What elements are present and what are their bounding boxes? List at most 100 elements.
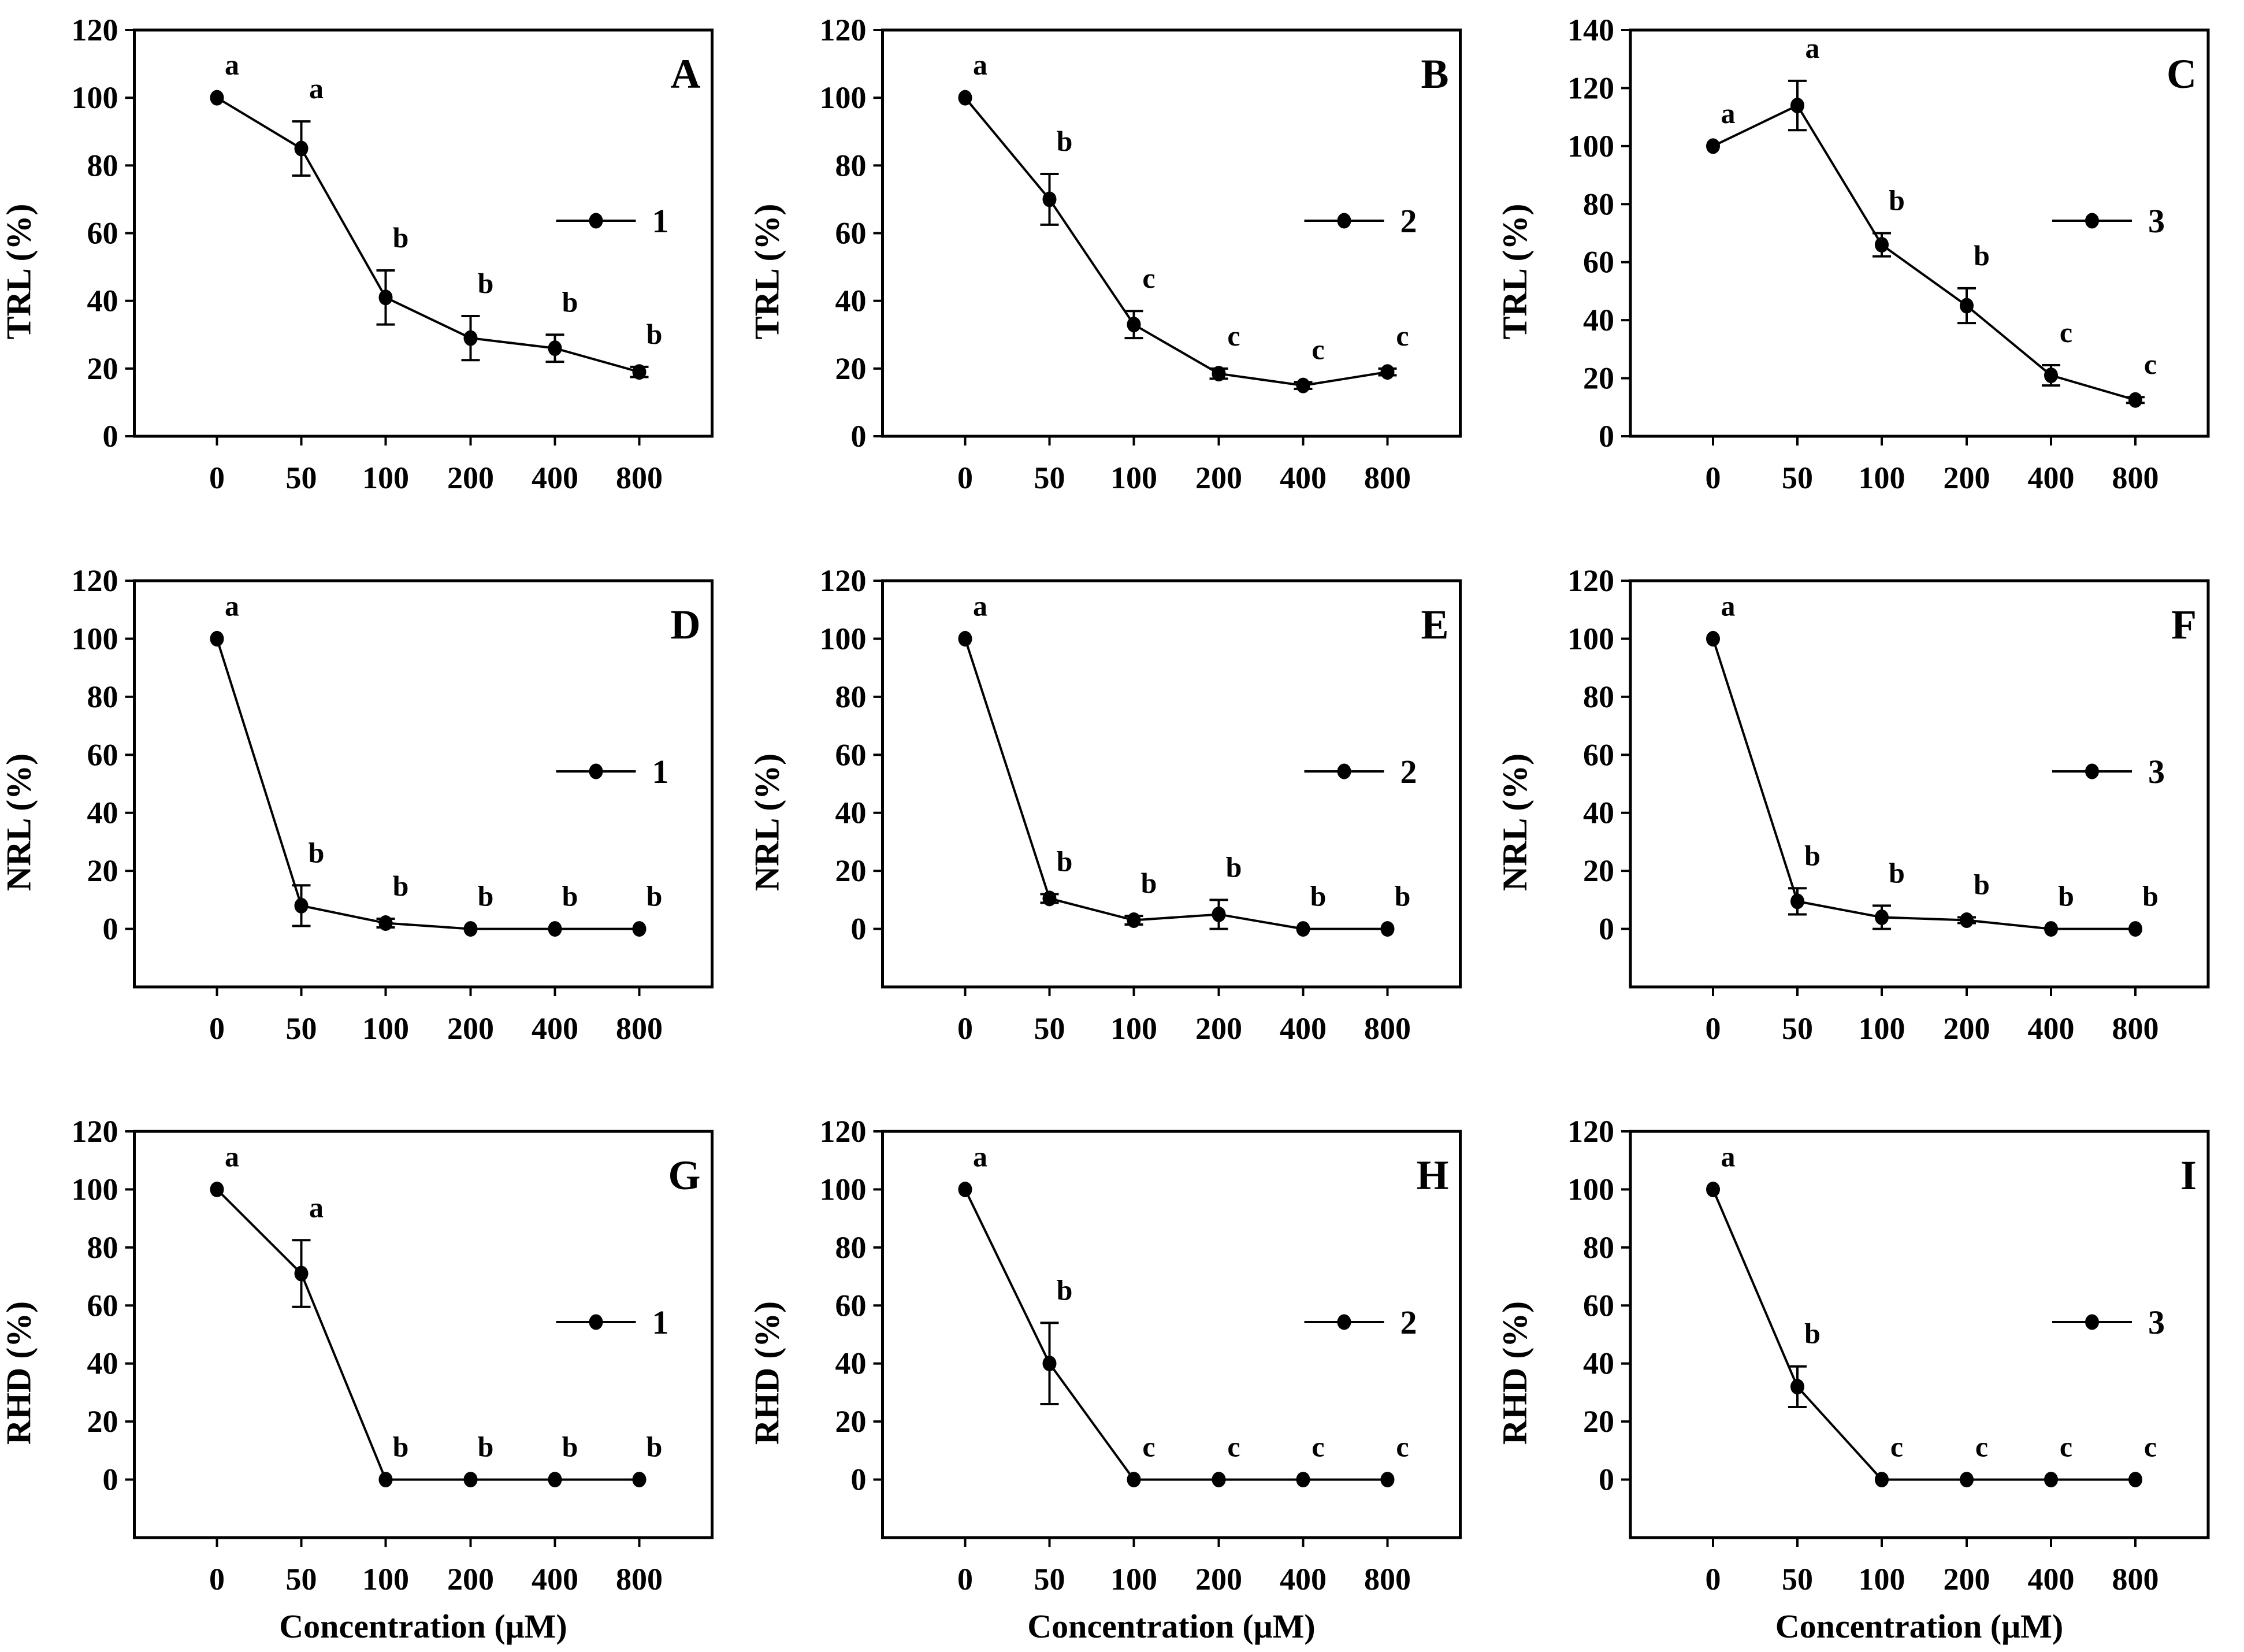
panel-letter: I <box>2180 1152 2197 1198</box>
data-point <box>210 1181 224 1197</box>
sig-letter: a <box>225 1140 239 1172</box>
legend: 3 <box>2052 202 2165 240</box>
chart-G: 0 20 40 60 80 100 120 0 50 100 200 400 800 RHD (%) Con… <box>0 1114 714 1645</box>
data-point <box>1212 1472 1226 1488</box>
x-tick-label: 400 <box>2028 1011 2075 1046</box>
y-tick-label: 40 <box>1583 796 1614 830</box>
x-tick-label: 200 <box>1195 461 1242 495</box>
panel-E: 0 20 40 60 80 100 120 0 50 100 200 400 800 NRL (%) a b b… <box>748 551 1496 1101</box>
data-point <box>2128 1472 2142 1488</box>
sig-letter: c <box>2144 348 2157 380</box>
x-tick-label: 100 <box>1110 461 1157 495</box>
data-point <box>1042 890 1057 907</box>
sig-letter: b <box>1057 125 1073 157</box>
data-point <box>463 330 478 346</box>
y-tick-label: 60 <box>87 216 118 251</box>
sig-letter: c <box>1227 320 1240 352</box>
x-tick-label: 50 <box>1034 1562 1065 1597</box>
legend-label: 2 <box>1400 202 1417 240</box>
chart-H: 0 20 40 60 80 100 120 0 50 100 200 400 800 RHD (%) Con… <box>748 1114 1462 1645</box>
sig-letter: b <box>1889 184 1905 217</box>
y-tick-label: 100 <box>72 80 118 115</box>
sig-letter: a <box>1805 32 1820 64</box>
y-tick-label: 0 <box>1599 419 1614 454</box>
data-point <box>1042 1356 1057 1372</box>
panel-letter: G <box>668 1152 700 1198</box>
legend-label: 1 <box>652 753 669 790</box>
data-point <box>1875 237 1889 253</box>
y-tick-label: 40 <box>1583 303 1614 337</box>
sig-letter: b <box>478 1431 494 1463</box>
sig-letter: b <box>1057 845 1073 877</box>
y-axis-title: TRL (%) <box>748 203 786 339</box>
sig-letter: c <box>1227 1431 1240 1463</box>
legend-marker <box>589 213 603 229</box>
panel-letter: F <box>2171 602 2197 648</box>
sig-letter: b <box>1804 1317 1821 1350</box>
panel-H: 0 20 40 60 80 100 120 0 50 100 200 400 800 RHD (%) Con… <box>748 1101 1496 1652</box>
sig-letter: c <box>1142 262 1155 294</box>
data-point <box>1706 630 1720 647</box>
sig-letter: b <box>1974 868 1990 900</box>
legend-marker <box>1337 763 1351 779</box>
y-tick-label: 40 <box>87 796 118 830</box>
series-line <box>964 638 1388 930</box>
y-axis-title: TRL (%) <box>0 203 38 339</box>
chart-A: 0 20 40 60 80 100 120 0 50 100 200 400 800 TRL (%) a a b… <box>0 13 714 495</box>
data-point <box>463 921 478 937</box>
x-tick-label: 50 <box>286 1562 317 1597</box>
plot-frame <box>881 1130 1462 1539</box>
legend-label: 1 <box>652 202 669 240</box>
y-tick-label: 100 <box>820 80 867 115</box>
x-tick-label: 0 <box>209 461 225 495</box>
panel-letter: H <box>1416 1152 1448 1198</box>
data-point <box>210 630 224 647</box>
x-tick-label: 800 <box>2112 1562 2159 1597</box>
x-tick-label: 50 <box>1782 1011 1813 1046</box>
y-tick-label: 0 <box>1599 1462 1614 1497</box>
y-tick-label: 40 <box>835 796 867 830</box>
y-tick-label: 20 <box>1583 1404 1614 1439</box>
y-tick-label: 100 <box>1567 1172 1614 1206</box>
series-line <box>216 638 640 930</box>
panel-C: 0 20 40 60 80 100 120 140 0 50 100 200 400 800 TRL (%)… <box>1496 0 2244 551</box>
y-tick-label: 60 <box>835 1288 867 1323</box>
y-tick-label: 40 <box>87 1346 118 1381</box>
sig-letter: a <box>973 49 987 81</box>
sig-letter: c <box>1142 1431 1155 1463</box>
panel-letter: B <box>1421 51 1448 97</box>
series-line <box>964 96 1388 387</box>
legend: 2 <box>1304 753 1417 790</box>
x-axis-title: Concentration (μM) <box>1027 1608 1315 1645</box>
x-tick-label: 100 <box>1859 1562 1905 1597</box>
legend: 3 <box>2052 753 2165 790</box>
plot-frame <box>1629 28 2210 438</box>
x-tick-label: 100 <box>362 1562 409 1597</box>
x-tick-label: 800 <box>2112 461 2159 495</box>
panel-D: 0 20 40 60 80 100 120 0 50 100 200 400 800 NRL (%) a b b… <box>0 551 748 1101</box>
series-line <box>1712 1189 2135 1481</box>
legend-label: 1 <box>652 1304 669 1341</box>
data-point <box>548 340 562 357</box>
data-point <box>1380 921 1395 937</box>
sig-letter: b <box>1889 856 1905 889</box>
x-tick-label: 200 <box>1944 1011 1990 1046</box>
data-point <box>1960 1472 1974 1488</box>
legend-marker <box>589 763 603 779</box>
data-point <box>958 1181 972 1197</box>
sig-letter: b <box>647 880 663 912</box>
sig-letter: a <box>225 589 239 622</box>
data-point <box>548 921 562 937</box>
sig-letter: b <box>393 1431 409 1463</box>
sig-letter: b <box>478 880 494 912</box>
data-point <box>1706 138 1720 154</box>
panel-letter: D <box>671 602 701 648</box>
y-axis-title: NRL (%) <box>748 753 786 891</box>
legend-marker <box>589 1314 603 1330</box>
sig-letter: b <box>562 1431 578 1463</box>
sig-letter: b <box>1974 239 1990 272</box>
x-tick-label: 200 <box>447 1011 494 1046</box>
x-tick-label: 200 <box>447 461 494 495</box>
data-point <box>632 364 647 380</box>
y-tick-label: 120 <box>72 13 118 47</box>
